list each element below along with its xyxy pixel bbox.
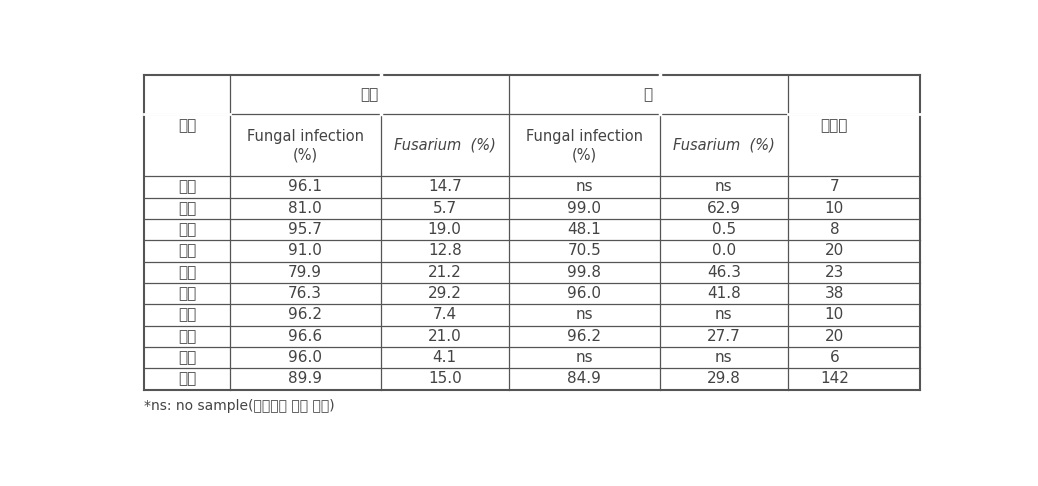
Text: Fusarium  (%): Fusarium (%) — [673, 138, 774, 153]
Text: 79.9: 79.9 — [289, 265, 322, 279]
Text: 84.9: 84.9 — [568, 371, 601, 386]
Text: 경기: 경기 — [177, 179, 196, 194]
Text: 20: 20 — [825, 243, 844, 259]
Text: 96.2: 96.2 — [568, 329, 601, 344]
Text: 89.9: 89.9 — [289, 371, 322, 386]
Text: 7: 7 — [829, 179, 840, 194]
Text: 19.0: 19.0 — [428, 222, 462, 237]
Text: 21.0: 21.0 — [428, 329, 462, 344]
Text: 91.0: 91.0 — [289, 243, 322, 259]
Text: 95.7: 95.7 — [289, 222, 322, 237]
Text: Fusarium  (%): Fusarium (%) — [393, 138, 496, 153]
Text: 21.2: 21.2 — [428, 265, 462, 279]
Text: 10: 10 — [825, 201, 844, 216]
Text: 보리: 보리 — [360, 87, 378, 103]
Text: 48.1: 48.1 — [568, 222, 601, 237]
Text: 41.8: 41.8 — [707, 286, 741, 301]
Text: 0.5: 0.5 — [712, 222, 736, 237]
Text: ns: ns — [715, 350, 733, 365]
Text: *ns: no sample(분석대상 시료 없음): *ns: no sample(분석대상 시료 없음) — [144, 399, 335, 413]
Text: 29.2: 29.2 — [428, 286, 462, 301]
Text: 지역: 지역 — [177, 118, 196, 133]
Text: ns: ns — [575, 307, 593, 322]
Text: 142: 142 — [820, 371, 849, 386]
Text: 10: 10 — [825, 307, 844, 322]
Text: 27.7: 27.7 — [707, 329, 741, 344]
Text: 7.4: 7.4 — [433, 307, 457, 322]
Text: 96.1: 96.1 — [289, 179, 322, 194]
Text: 96.6: 96.6 — [289, 329, 322, 344]
Text: 밀: 밀 — [644, 87, 653, 103]
Text: 38: 38 — [825, 286, 844, 301]
Text: 15.0: 15.0 — [428, 371, 462, 386]
Text: 충북: 충북 — [177, 222, 196, 237]
Text: 6: 6 — [829, 350, 840, 365]
Text: 62.9: 62.9 — [707, 201, 741, 216]
Text: 14.7: 14.7 — [428, 179, 462, 194]
Text: 5.7: 5.7 — [433, 201, 457, 216]
Text: 20: 20 — [825, 329, 844, 344]
Text: 23: 23 — [825, 265, 844, 279]
Text: 99.0: 99.0 — [568, 201, 601, 216]
Text: 충남: 충남 — [177, 243, 196, 259]
Text: 96.0: 96.0 — [289, 350, 322, 365]
Text: 제주: 제주 — [177, 350, 196, 365]
Text: 전북: 전북 — [177, 265, 196, 279]
Text: 81.0: 81.0 — [289, 201, 322, 216]
Text: ns: ns — [575, 350, 593, 365]
Text: 평균: 평균 — [177, 371, 196, 386]
Text: ns: ns — [575, 179, 593, 194]
Text: ns: ns — [715, 179, 733, 194]
Text: Fungal infection
(%): Fungal infection (%) — [526, 128, 643, 162]
Text: ns: ns — [715, 307, 733, 322]
Text: 8: 8 — [829, 222, 840, 237]
Text: 96.2: 96.2 — [289, 307, 322, 322]
Text: 76.3: 76.3 — [289, 286, 322, 301]
Text: 29.8: 29.8 — [707, 371, 741, 386]
Text: 70.5: 70.5 — [568, 243, 601, 259]
Text: 4.1: 4.1 — [433, 350, 457, 365]
Text: 12.8: 12.8 — [428, 243, 462, 259]
Text: 전남: 전남 — [177, 286, 196, 301]
Text: 강원: 강원 — [177, 201, 196, 216]
Text: 0.0: 0.0 — [712, 243, 736, 259]
Text: 경북: 경북 — [177, 307, 196, 322]
Text: 96.0: 96.0 — [568, 286, 601, 301]
Text: 46.3: 46.3 — [707, 265, 741, 279]
Text: 경남: 경남 — [177, 329, 196, 344]
Text: 시료수: 시료수 — [821, 118, 848, 133]
Text: Fungal infection
(%): Fungal infection (%) — [247, 128, 363, 162]
Text: 99.8: 99.8 — [568, 265, 601, 279]
